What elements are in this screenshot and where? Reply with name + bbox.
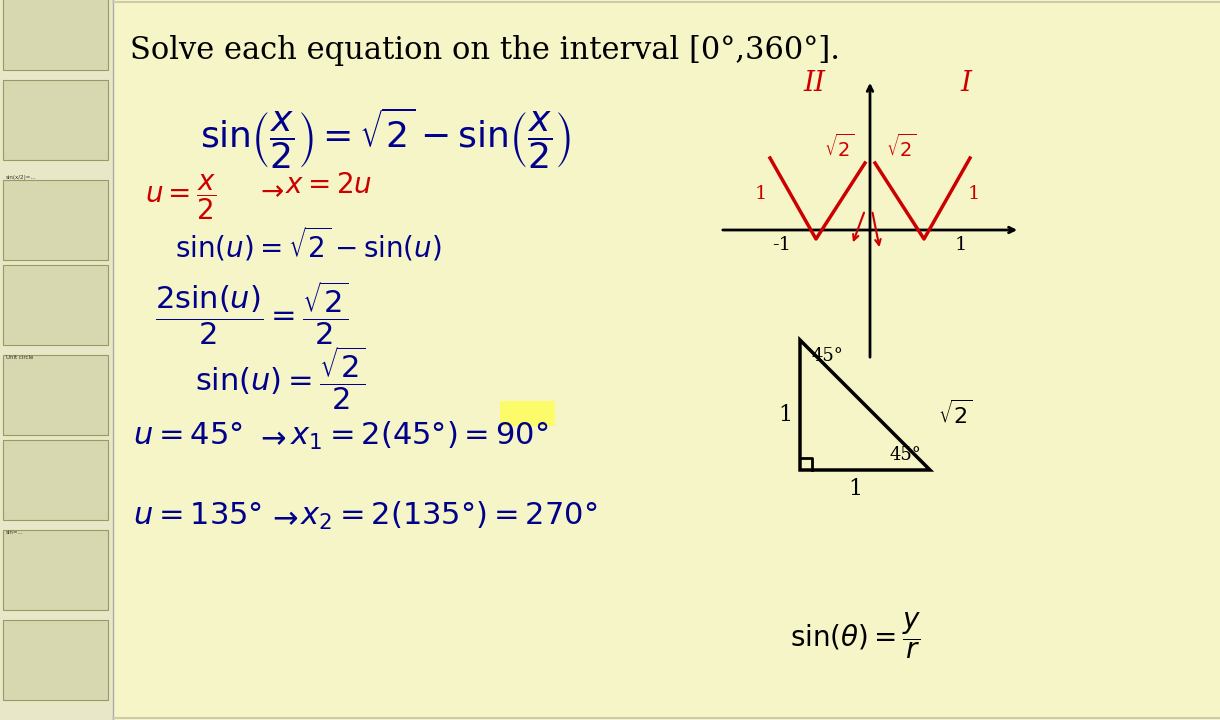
Text: $\rightarrow$: $\rightarrow$ [255,422,287,453]
Text: 1: 1 [955,236,967,254]
Bar [2,440,109,520]
Text: 1: 1 [778,404,792,426]
Text: sin(x/2)=...: sin(x/2)=... [6,175,37,180]
Text: $x = 2u$: $x = 2u$ [285,172,372,199]
Bar [500,401,555,426]
Bar [2,620,109,700]
Text: 45°: 45° [813,347,844,365]
Text: sin=...: sin=... [6,530,23,535]
Text: 1: 1 [967,185,981,203]
Bar [2,265,109,345]
Text: $\dfrac{2\sin(u)}{2} = \dfrac{\sqrt{2}}{2}$: $\dfrac{2\sin(u)}{2} = \dfrac{\sqrt{2}}{… [155,280,349,347]
Text: $\sqrt{2}$: $\sqrt{2}$ [886,134,916,161]
Text: $x_1 = 2(45°) = 90°$: $x_1 = 2(45°) = 90°$ [290,420,549,452]
Bar [2,530,109,610]
Text: $\sin\!\left(\dfrac{x}{2}\right)=\sqrt{2}-\sin\!\left(\dfrac{x}{2}\right)$: $\sin\!\left(\dfrac{x}{2}\right)=\sqrt{2… [200,105,571,171]
Bar [2,0,109,70]
Text: Unit circle: Unit circle [6,355,33,360]
Bar [2,80,109,160]
Bar [0,0,113,720]
Bar [2,180,109,260]
Text: $\sin(u) = \sqrt{2} - \sin(u)$: $\sin(u) = \sqrt{2} - \sin(u)$ [174,225,442,264]
Text: $\sin(\theta) = \dfrac{y}{r}$: $\sin(\theta) = \dfrac{y}{r}$ [791,610,921,661]
Text: $u = 135°$: $u = 135°$ [133,500,262,531]
Text: I: I [960,70,971,97]
Text: $x_2 = 2(135°) = 270°$: $x_2 = 2(135°) = 270°$ [300,500,598,532]
Text: $u = 45°$: $u = 45°$ [133,420,243,451]
Text: $u=\dfrac{x}{2}$: $u=\dfrac{x}{2}$ [145,172,216,222]
Text: $\rightarrow$: $\rightarrow$ [267,502,299,533]
Text: 45°: 45° [891,446,922,464]
Text: $\rightarrow$: $\rightarrow$ [255,177,284,204]
Text: 1: 1 [848,478,863,500]
Text: II: II [803,70,825,97]
Text: 1: 1 [755,185,767,203]
Text: $\sqrt{2}$: $\sqrt{2}$ [824,134,854,161]
Bar [2,355,109,435]
Text: $\sin(u) = \dfrac{\sqrt{2}}{2}$: $\sin(u) = \dfrac{\sqrt{2}}{2}$ [195,345,366,413]
Text: -1: -1 [772,236,791,254]
Text: Solve each equation on the interval [0°,360°].: Solve each equation on the interval [0°,… [131,35,841,66]
Text: $\sqrt{2}$: $\sqrt{2}$ [938,401,972,429]
